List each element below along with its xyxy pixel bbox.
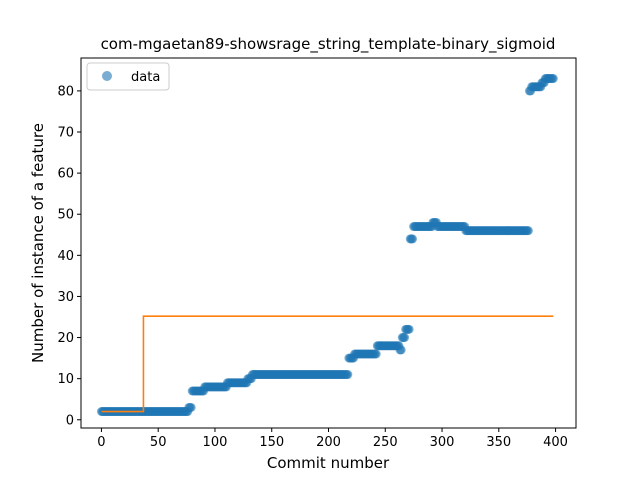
data-point-376 — [523, 226, 533, 236]
x-tick-label-150: 150 — [259, 435, 284, 450]
fit-line — [101, 315, 554, 413]
legend-box — [86, 62, 170, 91]
x-axis: 0 50 100 150 200 250 300 350 400 — [97, 428, 568, 450]
y-tick-label-70: 70 — [57, 126, 74, 141]
chart-title: com-mgaetan89-showsrage_string_template-… — [101, 35, 556, 54]
data-point-79 — [186, 402, 196, 412]
x-tick-label-200: 200 — [316, 435, 341, 450]
y-tick-label-80: 80 — [57, 84, 74, 99]
x-tick-label-250: 250 — [373, 435, 398, 450]
y-tick-label-50: 50 — [57, 208, 74, 223]
x-tick-label-0: 0 — [97, 435, 105, 450]
data-point-267 — [400, 333, 410, 343]
legend-entry-data: data — [131, 70, 160, 85]
data-point-271 — [404, 324, 414, 334]
data-point-274 — [408, 234, 418, 244]
x-tick-label-300: 300 — [430, 435, 455, 450]
y-tick-label-60: 60 — [57, 167, 74, 182]
data-point-264 — [396, 345, 406, 355]
legend-marker — [102, 71, 112, 81]
x-tick-label-350: 350 — [486, 435, 511, 450]
y-tick-label-0: 0 — [66, 413, 74, 428]
x-axis-label: Commit number — [267, 454, 390, 472]
x-tick-label-50: 50 — [150, 435, 167, 450]
data-point-217 — [343, 370, 353, 380]
x-tick-label-400: 400 — [543, 435, 568, 450]
y-tick-label-40: 40 — [57, 249, 74, 264]
y-tick-label-10: 10 — [57, 372, 74, 387]
y-tick-label-20: 20 — [57, 331, 74, 346]
data-point-398 — [548, 74, 558, 84]
y-tick-label-30: 30 — [57, 290, 74, 305]
data-point-242 — [371, 349, 381, 359]
y-axis: 0 10 20 30 40 50 60 70 80 — [57, 84, 81, 428]
plot-marks — [96, 74, 558, 417]
legend: data — [86, 62, 170, 91]
x-tick-label-100: 100 — [203, 435, 228, 450]
y-axis-label: Number of instance of a feature — [29, 123, 47, 363]
